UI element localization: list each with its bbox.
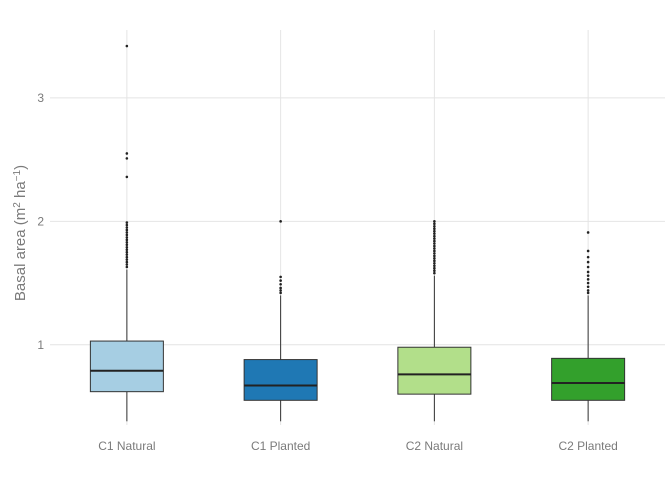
- y-axis-title-sup-2: 2: [12, 202, 23, 208]
- outlier-point: [279, 286, 282, 290]
- outlier-point: [125, 253, 129, 256]
- outlier-point: [279, 289, 282, 292]
- y-axis-title-close: ): [12, 165, 29, 170]
- outlier-point: [125, 152, 129, 155]
- outlier-point: [433, 220, 436, 223]
- outlier-point: [586, 265, 590, 269]
- outlier-point: [279, 291, 282, 295]
- y-axis-title: Basal area (m2 ha−1): [12, 165, 30, 301]
- outlier-point: [125, 221, 129, 224]
- outlier-point: [125, 228, 129, 232]
- outlier-point: [279, 279, 282, 282]
- outlier-point: [433, 269, 436, 273]
- outlier-point: [125, 248, 129, 252]
- outlier-point: [125, 255, 129, 259]
- outlier-point: [433, 249, 436, 253]
- box-c2-planted: [551, 231, 626, 422]
- outlier-point: [433, 229, 436, 233]
- outlier-point: [125, 226, 129, 229]
- iqr-box: [397, 346, 472, 395]
- outlier-point: [433, 266, 436, 270]
- outlier-point: [433, 227, 436, 231]
- outlier-point: [433, 252, 436, 255]
- outlier-point: [586, 249, 590, 253]
- outlier-point: [125, 265, 129, 269]
- box-series: [89, 44, 626, 422]
- outlier-point: [433, 257, 436, 260]
- outlier-point: [586, 278, 590, 281]
- outlier-point: [586, 260, 590, 264]
- outlier-point: [586, 281, 590, 285]
- outlier-point: [125, 250, 129, 254]
- iqr-box: [243, 359, 318, 401]
- y-tick-label: 3: [37, 91, 44, 105]
- outlier-point: [125, 223, 129, 227]
- outlier-point: [125, 231, 129, 234]
- outlier-point: [586, 270, 590, 274]
- outlier-point: [279, 220, 282, 223]
- outlier-point: [433, 261, 436, 265]
- outlier-point: [586, 255, 590, 259]
- outlier-point: [125, 236, 129, 239]
- box-c1-natural: [89, 44, 164, 422]
- y-axis-title-ha: ha: [12, 181, 29, 203]
- outlier-point: [125, 233, 129, 237]
- outlier-point: [433, 264, 436, 268]
- outlier-point: [433, 232, 436, 235]
- x-axis-ticks: C1 Natural C1 Planted C2 Natural C2 Planted: [98, 439, 618, 453]
- outlier-point: [433, 237, 436, 240]
- box-c1-planted: [243, 220, 318, 422]
- iqr-box: [89, 340, 164, 393]
- outlier-point: [433, 239, 436, 243]
- outlier-point: [125, 245, 129, 249]
- y-axis-title-main: Basal area (m: [12, 208, 29, 301]
- outlier-point: [279, 282, 282, 286]
- outlier-point: [279, 275, 282, 279]
- x-tick-label: C2 Natural: [406, 439, 463, 453]
- outlier-point: [586, 274, 590, 277]
- outlier-point: [433, 234, 436, 238]
- outlier-point: [125, 263, 129, 266]
- outlier-point: [125, 238, 129, 242]
- x-tick-label: C1 Planted: [251, 439, 310, 453]
- outlier-point: [125, 258, 129, 261]
- outlier-point: [433, 271, 436, 275]
- outlier-point: [125, 260, 129, 264]
- outlier-point: [586, 231, 590, 234]
- outlier-point: [125, 243, 129, 247]
- x-tick-label: C1 Natural: [98, 439, 155, 453]
- y-tick-label: 1: [37, 338, 44, 352]
- iqr-box: [551, 357, 626, 401]
- y-axis-title-sup-minus1: −1: [12, 169, 23, 181]
- x-tick-label: C2 Planted: [558, 439, 617, 453]
- outlier-point: [433, 259, 436, 263]
- outlier-point: [433, 224, 436, 228]
- outlier-point: [586, 285, 590, 289]
- outlier-point: [433, 222, 436, 226]
- outlier-point: [125, 241, 129, 244]
- outlier-point: [125, 157, 129, 160]
- outlier-point: [586, 289, 590, 292]
- y-tick-label: 2: [37, 214, 44, 228]
- outlier-point: [586, 291, 590, 295]
- outlier-point: [125, 44, 129, 48]
- outlier-point: [433, 244, 436, 248]
- outlier-point: [433, 254, 436, 258]
- box-c2-natural: [397, 220, 472, 422]
- outlier-point: [433, 242, 436, 245]
- outlier-point: [125, 175, 129, 179]
- outlier-point: [433, 247, 436, 250]
- y-axis-ticks: 1 2 3: [37, 91, 44, 352]
